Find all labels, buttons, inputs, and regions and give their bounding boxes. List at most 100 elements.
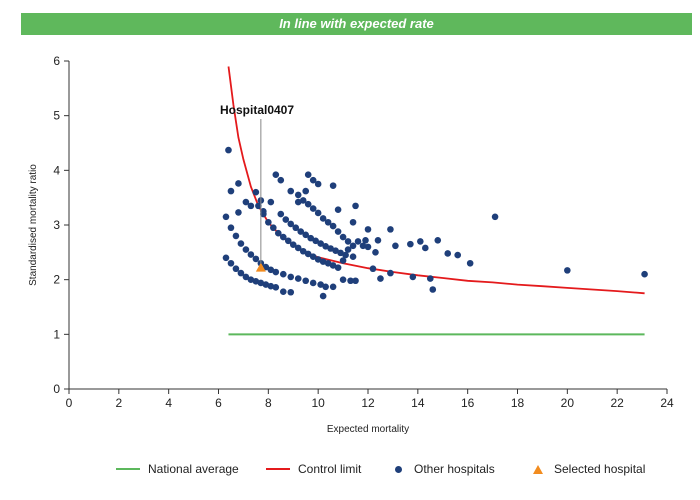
other-hospital-point	[329, 222, 337, 230]
other-hospital-point	[364, 243, 372, 251]
other-hospital-point	[297, 228, 305, 235]
other-hospital-point	[270, 224, 277, 232]
y-tick-label: 6	[53, 54, 60, 68]
other-hospital-point	[235, 180, 242, 187]
other-hospital-point	[257, 279, 265, 287]
other-hospital-point	[262, 281, 270, 288]
chart-legend: National average Control limit Other hos…	[0, 459, 700, 479]
x-tick-label: 2	[115, 396, 122, 410]
other-hospital-point	[352, 277, 359, 285]
other-hospital-point	[284, 237, 292, 245]
other-hospital-point	[314, 209, 322, 217]
other-hospital-point	[309, 279, 317, 287]
other-hospital-point	[222, 213, 230, 221]
other-hospital-point	[252, 278, 260, 285]
other-hospital-point	[352, 202, 359, 210]
control-limit-curve	[227, 66, 645, 295]
other-hospital-point	[319, 292, 327, 300]
x-tick-label: 10	[311, 396, 325, 410]
y-tick-label: 5	[53, 109, 60, 123]
other-hospital-point	[354, 238, 362, 245]
y-tick-label: 2	[53, 273, 60, 287]
legend-selected-label: Selected hospital	[554, 462, 646, 476]
other-hospital-point	[247, 276, 255, 283]
legend-other-hospitals: Other hospitals	[395, 459, 495, 479]
legend-other-label: Other hospitals	[414, 462, 495, 476]
x-tick-label: 14	[411, 396, 425, 410]
other-hospital-point	[372, 249, 379, 256]
other-hospital-point	[319, 258, 327, 265]
other-hospital-point	[294, 275, 302, 282]
y-tick-label: 0	[53, 382, 60, 396]
other-hospital-point	[359, 242, 367, 250]
other-hospital-point	[252, 188, 260, 196]
other-hospital-point	[429, 286, 437, 293]
other-hospital-point	[349, 242, 357, 250]
legend-selected-hospital: Selected hospital	[533, 459, 645, 479]
other-hospital-point	[304, 171, 312, 179]
x-tick-label: 6	[215, 396, 222, 410]
other-hospital-point	[272, 268, 280, 276]
other-hospital-point	[299, 197, 307, 204]
other-hospital-point	[344, 238, 352, 245]
other-hospital-point	[392, 242, 399, 250]
other-hospital-point	[260, 208, 267, 215]
other-hospital-point	[282, 216, 290, 223]
other-hospital-point	[277, 176, 285, 184]
selected-hospital-marker	[255, 262, 266, 272]
other-hospital-point	[324, 218, 332, 226]
legend-control-swatch	[266, 468, 290, 470]
other-hospital-point	[344, 246, 352, 253]
other-hospital-point	[255, 202, 262, 210]
other-hospital-point	[407, 240, 414, 248]
other-hospital-point	[349, 253, 357, 261]
other-hospital-point	[444, 250, 452, 257]
other-hospital-point	[317, 281, 324, 288]
other-hospital-point	[317, 240, 324, 247]
other-hospital-point	[237, 240, 245, 247]
other-hospital-point	[292, 224, 300, 232]
other-hospital-point	[342, 251, 349, 259]
other-hospital-point	[294, 198, 302, 206]
other-hospital-point	[242, 273, 250, 281]
x-tick-label: 24	[660, 396, 674, 410]
y-tick-label: 3	[53, 218, 60, 232]
x-tick-label: 16	[461, 396, 475, 410]
other-hospital-point	[227, 187, 235, 195]
other-hospital-point	[422, 244, 429, 252]
legend-control-label: Control limit	[298, 462, 362, 476]
other-hospital-point	[641, 270, 648, 278]
other-hospital-point	[364, 226, 372, 233]
x-tick-label: 0	[66, 396, 73, 410]
other-hospital-point	[279, 233, 287, 241]
other-hospital-point	[387, 269, 394, 277]
other-hospital-point	[304, 200, 312, 208]
other-hospital-point	[267, 282, 275, 290]
other-hospital-point	[426, 275, 434, 282]
status-banner: In line with expected rate	[21, 13, 692, 35]
other-hospital-point	[247, 251, 255, 258]
other-hospital-point	[319, 215, 327, 222]
x-tick-label: 22	[610, 396, 624, 410]
other-hospital-point	[299, 247, 307, 255]
other-hospital-point	[225, 146, 232, 154]
other-hospital-point	[252, 255, 260, 263]
other-hospital-point	[309, 253, 317, 261]
other-hospital-point	[287, 220, 295, 228]
other-hospital-point	[334, 206, 342, 213]
other-hospital-point	[314, 180, 322, 188]
other-hospital-point	[232, 265, 240, 273]
x-tick-label: 4	[165, 396, 172, 410]
legend-national-average: National average	[116, 459, 239, 479]
x-tick-label: 20	[561, 396, 575, 410]
other-hospital-point	[339, 276, 347, 283]
other-hospital-point	[302, 277, 310, 285]
other-hospital-point	[332, 247, 339, 254]
other-hospital-point	[339, 257, 347, 264]
other-hospital-point	[309, 176, 317, 184]
other-hospital-point	[327, 245, 334, 252]
y-tick-label: 4	[53, 163, 60, 177]
x-axis-title: Expected mortality	[327, 424, 409, 435]
other-hospital-point	[374, 237, 382, 244]
